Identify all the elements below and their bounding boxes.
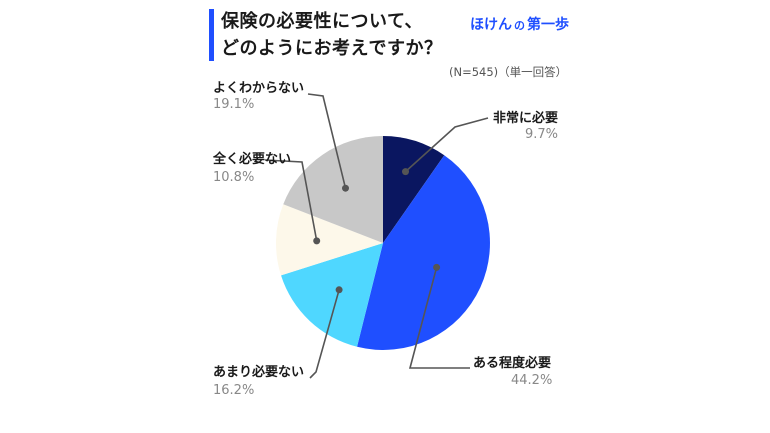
- value-somewhat-necessary: 44.2%: [511, 373, 553, 388]
- value-very-necessary: 9.7%: [525, 127, 559, 142]
- label-rarely-necessary: あまり必要ない: [213, 365, 305, 380]
- brand-part-2: の: [514, 19, 525, 32]
- slice-very-necessary: [383, 136, 445, 243]
- slice-somewhat-necessary: [357, 155, 490, 350]
- value-not-necessary: 10.8%: [213, 170, 255, 185]
- leader-very-necessary-dot: [402, 168, 409, 176]
- leader-very-necessary: [404, 117, 489, 173]
- slice-rarely-necessary: [281, 243, 383, 347]
- leader-not-necessary-dot: [313, 237, 321, 245]
- leader-unsure: [307, 93, 347, 189]
- slice-not-necessary: [276, 204, 383, 276]
- leader-rarely-necessary-dot: [335, 286, 343, 294]
- leader-somewhat-necessary-dot: [433, 263, 441, 271]
- leader-lines: [264, 93, 489, 379]
- pie-slices: [276, 136, 490, 350]
- brand-logo: ほけんの第一歩: [470, 14, 569, 34]
- sample-note: (N=545)（単一回答）: [449, 65, 568, 79]
- title-line-1: 保険の必要性について、: [221, 11, 424, 32]
- value-unsure: 19.1%: [213, 97, 255, 112]
- slice-unsure: [283, 136, 383, 243]
- chart-title: 保険の必要性について、 どのようにお考えですか？: [221, 8, 442, 62]
- brand-part-1: ほけん: [470, 17, 512, 33]
- value-rarely-necessary: 16.2%: [213, 383, 255, 398]
- leader-not-necessary: [264, 159, 318, 242]
- label-very-necessary: 非常に必要: [493, 111, 559, 126]
- leader-rarely-necessary: [309, 289, 340, 379]
- brand-part-3: 第一歩: [527, 17, 569, 33]
- leader-unsure-dot: [342, 184, 349, 192]
- title-accent-bar: [209, 9, 214, 61]
- label-unsure: よくわからない: [213, 81, 305, 96]
- label-somewhat-necessary: ある程度必要: [473, 356, 552, 371]
- title-line-2: どのようにお考えですか？: [221, 38, 443, 59]
- label-not-necessary: 全く必要ない: [213, 152, 292, 167]
- leader-somewhat-necessary: [408, 267, 470, 369]
